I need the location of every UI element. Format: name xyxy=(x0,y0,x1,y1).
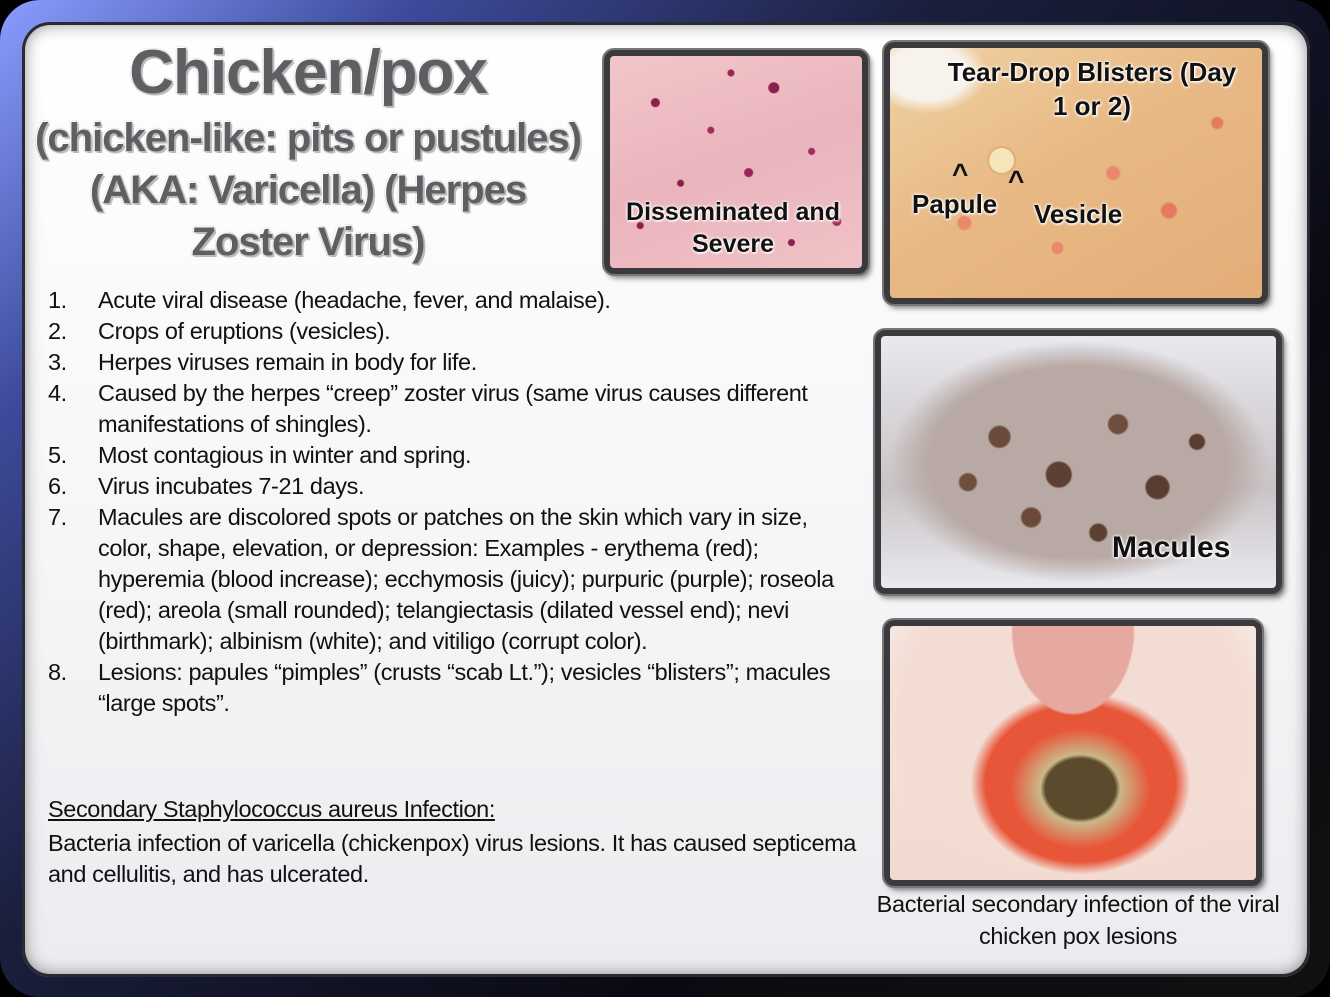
label-tear-drop: Tear-Drop Blisters (Day 1 or 2) xyxy=(947,57,1237,121)
label-disseminated: Disseminated and Severe xyxy=(626,198,840,258)
photo-caption: Bacterial secondary infection of the vir… xyxy=(876,891,1280,949)
list-item: 4. Caused by the herpes “creep” zoster vi… xyxy=(48,380,808,437)
title-main: Chicken/pox xyxy=(129,38,488,107)
label-vesicle: Vesicle xyxy=(1034,199,1123,229)
title-subtitle: (chicken-like: pits or pustules) (AKA: V… xyxy=(35,116,582,264)
fact-list: 1. Acute viral disease (headache, fever, … xyxy=(48,285,858,719)
label-papule: Papule xyxy=(912,189,998,219)
caret-vesicle-icon: ^ xyxy=(1008,165,1025,196)
caret-papule-icon: ^ xyxy=(952,158,969,189)
slide-title: Chicken/pox (chicken-like: pits or pustu… xyxy=(28,40,588,268)
photo-macules xyxy=(875,330,1282,594)
label-macules: Macules xyxy=(1112,531,1231,564)
secondary-infection-body: Bacteria infection of varicella (chicken… xyxy=(48,830,856,887)
list-item: 8. Lesions: papules “pimples” (crusts “sc… xyxy=(48,659,831,716)
list-item: 3. Herpes viruses remain in body for life… xyxy=(48,349,477,375)
list-item: 6. Virus incubates 7-21 days. xyxy=(48,473,365,499)
list-item: 2. Crops of eruptions (vesicles). xyxy=(48,318,391,344)
photo-bacterial-infection xyxy=(884,620,1262,886)
list-item: 1. Acute viral disease (headache, fever, … xyxy=(48,287,611,313)
photo-tear-drop-blisters xyxy=(884,42,1268,304)
secondary-infection-heading: Secondary Staphylococcus aureus Infectio… xyxy=(48,796,495,822)
list-item: 7. Macules are discolored spots or patche… xyxy=(48,504,834,654)
list-item: 5. Most contagious in winter and spring. xyxy=(48,442,472,468)
photo-disseminated-rash xyxy=(604,50,868,274)
